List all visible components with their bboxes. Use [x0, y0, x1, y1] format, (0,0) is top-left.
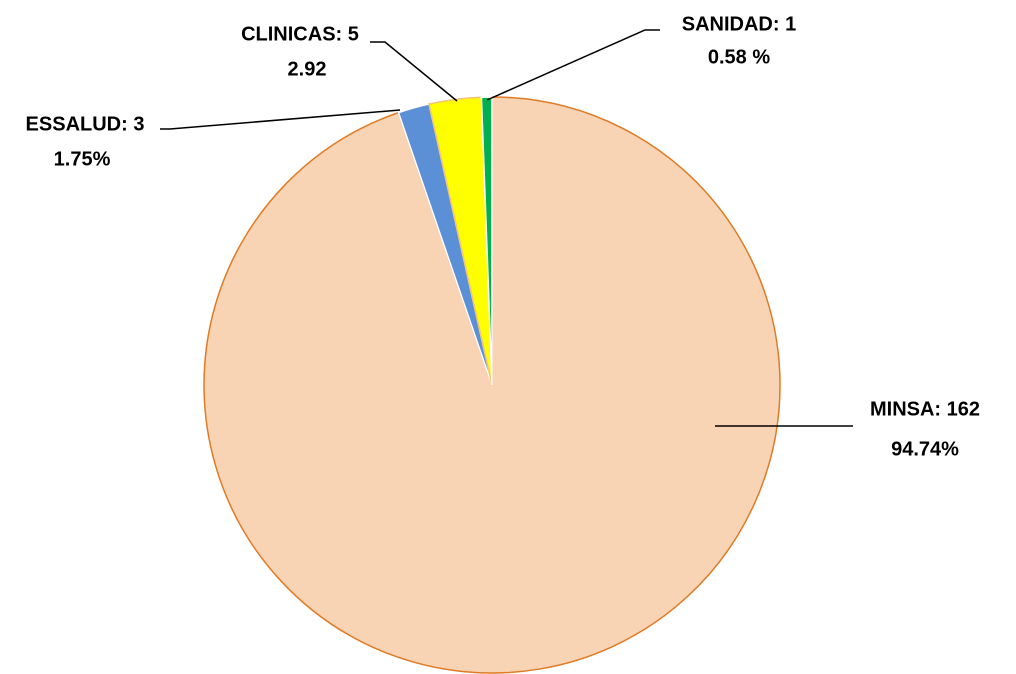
- leader-line: [370, 41, 458, 102]
- slice-percent: 94.74%: [891, 438, 959, 460]
- slice-label: MINSA: 162: [870, 398, 980, 420]
- leader-line: [486, 29, 660, 101]
- slice-percent: 0.58 %: [708, 46, 770, 68]
- slice-label: ESSALUD: 3: [26, 113, 145, 135]
- slice-percent: 2.92: [288, 58, 327, 80]
- leader-line: [160, 109, 401, 130]
- slice-label: CLINICAS: 5: [241, 23, 359, 45]
- slice-percent: 1.75%: [54, 148, 111, 170]
- slice-label: SANIDAD: 1: [682, 13, 796, 35]
